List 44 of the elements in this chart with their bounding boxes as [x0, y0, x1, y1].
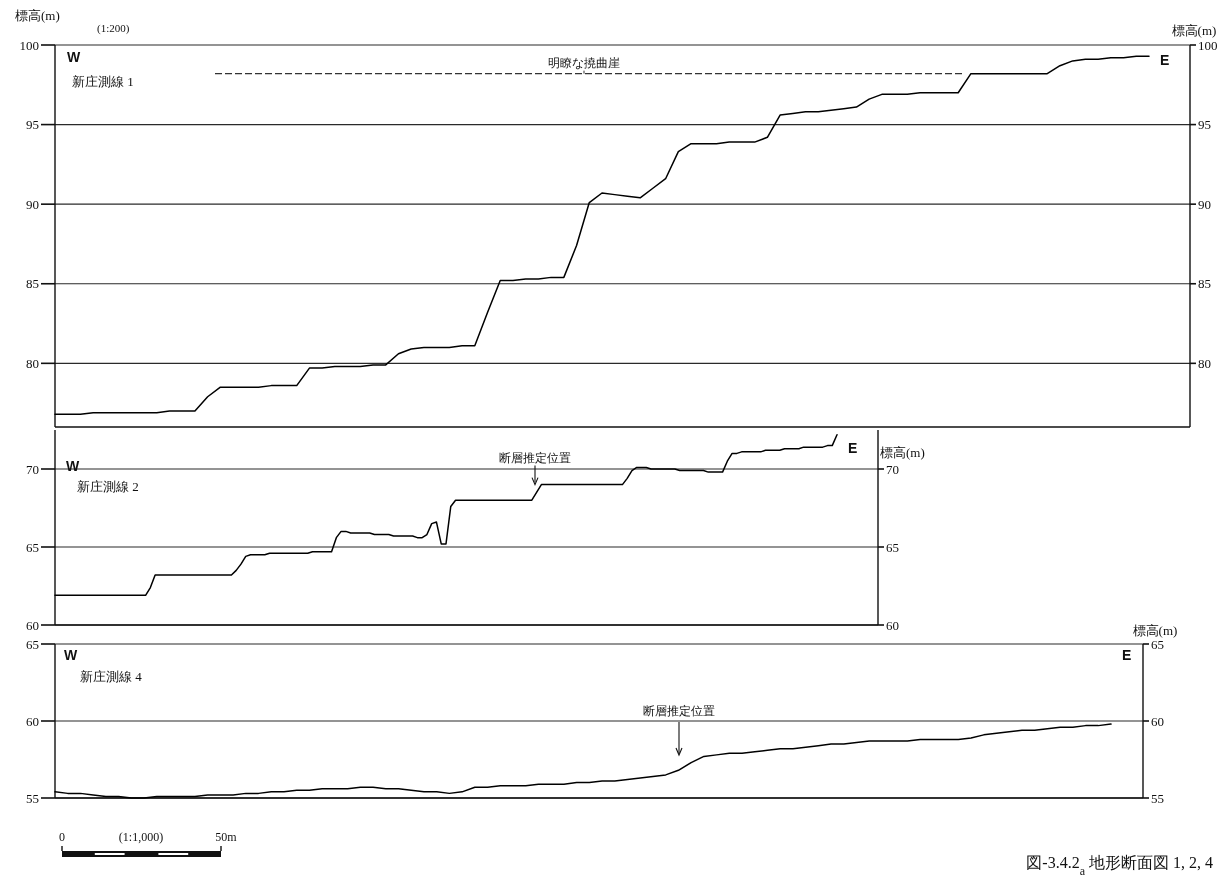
y2-tick-label: 60 — [1151, 713, 1164, 729]
text: E — [1122, 647, 1132, 663]
text: 0 — [59, 830, 65, 844]
y-tick-label: 95 — [26, 117, 39, 133]
text: 50m — [215, 830, 238, 844]
y-tick-label: 85 — [26, 276, 39, 292]
y-tick-label: 90 — [26, 196, 39, 212]
annotation: W — [66, 458, 80, 474]
annotation: W — [64, 647, 78, 663]
text: (1:200) — [97, 22, 130, 35]
y2-tick-label: 95 — [1198, 117, 1211, 133]
annotation: W — [67, 49, 81, 65]
ref-line-label: 明瞭な撓曲崖 — [548, 55, 620, 70]
text: 図-3.4.2$_{a}$ 地形断面図 1, 2, 4 — [1026, 854, 1213, 878]
y2-tick-label: 55 — [1151, 790, 1164, 806]
y2-tick-label: 65 — [886, 539, 899, 555]
y-tick-label: 80 — [26, 355, 39, 371]
y2-axis-title: 標高(m) — [1171, 23, 1217, 38]
y-axis-title: 標高(m) — [15, 8, 60, 23]
y2-axis-title: 標高(m) — [880, 445, 925, 460]
y2-axis-title: 標高(m) — [1132, 623, 1178, 638]
annotation: 新庄測線 1 — [72, 74, 134, 89]
annotation: 断層推定位置 — [643, 704, 715, 718]
y-tick-label: 65 — [26, 539, 39, 555]
y2-tick-label: 70 — [886, 461, 899, 477]
y2-tick-label: 90 — [1198, 196, 1211, 212]
y-tick-label: 60 — [26, 713, 39, 729]
y-tick-label: 100 — [19, 37, 39, 53]
y-tick-label: 60 — [26, 617, 39, 633]
text: E — [848, 440, 858, 456]
text: E — [1160, 52, 1170, 68]
annotation: 新庄測線 4 — [80, 669, 143, 684]
line-series — [54, 433, 838, 597]
annotation: 断層推定位置 — [499, 450, 571, 465]
text: (1:1,000) — [118, 830, 164, 844]
y2-tick-label: 85 — [1198, 276, 1211, 292]
line-series — [54, 723, 1112, 799]
y2-tick-label: 60 — [886, 617, 899, 633]
y2-tick-label: 100 — [1198, 37, 1218, 53]
y-tick-label: 70 — [26, 461, 39, 477]
y-tick-label: 55 — [26, 790, 39, 806]
y-tick-label: 65 — [26, 636, 39, 652]
y2-tick-label: 80 — [1198, 355, 1211, 371]
annotation: 新庄測線 2 — [77, 479, 139, 494]
